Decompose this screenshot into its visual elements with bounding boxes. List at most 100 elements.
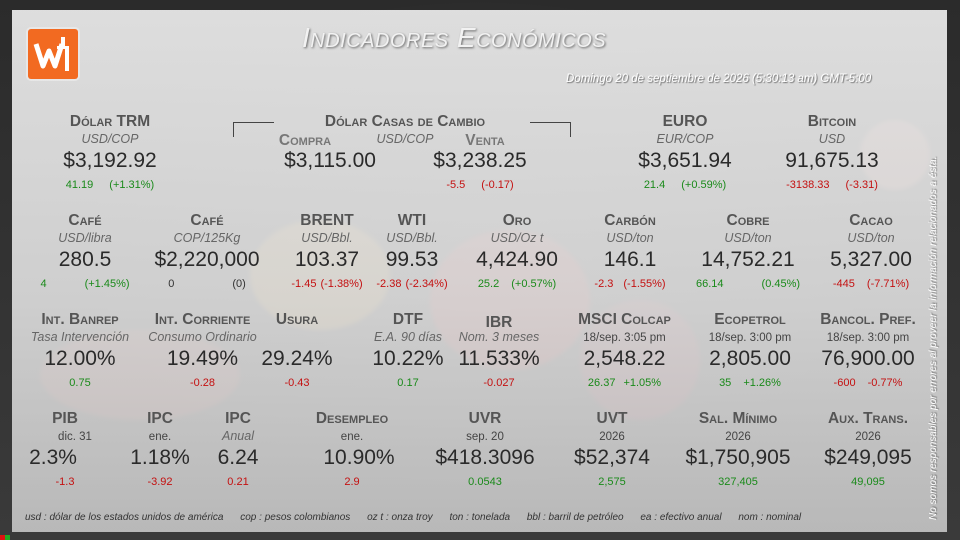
compra-value: $3,115.00 [284, 149, 376, 172]
indicator-change: 26.37 +1.05% [587, 377, 662, 389]
indicator-change: -1.3 [55, 476, 75, 488]
indicator-label: Int. Banrep [41, 311, 119, 328]
indicator-change: 327,405 [718, 476, 758, 488]
indicator-label: UVR [468, 410, 502, 427]
compra-label: Compra [278, 132, 332, 149]
indicator-value: 5,327.00 [830, 248, 912, 271]
indicator-value: 146.1 [603, 248, 657, 271]
brand-logo [28, 29, 78, 79]
indicator-value: 12.00% [44, 347, 116, 370]
indicator-label: WTI [397, 212, 427, 229]
venta-value: $3,238.25 [433, 149, 527, 172]
indicator-unit: 18/sep. 3:00 pm [708, 332, 792, 344]
indicator-value: 29.24% [261, 347, 333, 370]
indicator-label: Aux. Trans. [827, 410, 909, 427]
indicator-unit: COP/125Kg [173, 231, 241, 245]
indicator-change: 2,575 [598, 476, 626, 488]
indicator-label: Oro [502, 212, 532, 229]
indicator-value: 10.90% [323, 446, 395, 469]
footnote: oz t : onza troy [367, 512, 433, 523]
indicator-change: -3.92 [147, 476, 173, 488]
indicator-unit: 2026 [855, 431, 881, 443]
indicator-label: Int. Corriente [154, 311, 251, 328]
indicator-change: -445 (-7.71%) [832, 278, 910, 290]
indicator-value: 280.5 [58, 248, 112, 271]
indicator-label: Usura [275, 311, 319, 328]
indicator-value: 76,900.00 [821, 347, 915, 370]
indicator-value: 2,805.00 [709, 347, 791, 370]
bracket-right [530, 122, 571, 137]
indicator-change: 0.0543 [468, 476, 502, 488]
indicator-unit: ene. [148, 431, 172, 443]
indicator-unit: USD/ton [606, 231, 654, 245]
indicator-label: IPC [225, 410, 251, 427]
indicator-label: Dólar Casas de Cambio [324, 113, 486, 130]
indicator-label: Carbón [604, 212, 656, 229]
indicator-label: IBR [485, 314, 513, 331]
indicator-unit: dic. 31 [58, 431, 92, 443]
indicator-unit: 18/sep. 3:05 pm [583, 332, 666, 344]
venta-label: Venta [465, 132, 505, 149]
indicator-label: EURO [662, 113, 708, 130]
indicator-unit: E.A. 90 días [373, 330, 443, 344]
footnote: usd : dólar de los estados unidos de amé… [25, 512, 224, 523]
indicator-value: 2.3% [29, 446, 77, 469]
indicator-label: Desempleo [315, 410, 389, 427]
indicator-unit: USD/COP [81, 132, 139, 146]
indicator-unit: USD [818, 132, 846, 146]
indicator-label: Cacao [849, 212, 893, 229]
footnote: ton : tonelada [449, 512, 511, 523]
indicator-value: 11.533% [458, 347, 540, 370]
indicator-label: DTF [392, 311, 424, 328]
indicator-value: $3,651.94 [638, 149, 732, 172]
indicator-change: -1.45 (-1.38%) [291, 278, 363, 290]
indicator-unit: Consumo Ordinario [148, 330, 257, 344]
indicator-value: 2,548.22 [583, 347, 666, 370]
indicator-label: IPC [147, 410, 173, 427]
indicator-label: Ecopetrol [714, 311, 786, 328]
indicator-unit: USD/Bbl. [386, 231, 438, 245]
indicator-label: Cobre [726, 212, 770, 229]
footnote: ea : efectivo anual [640, 512, 722, 523]
page-title: Indicadores Económicos [302, 22, 607, 53]
indicator-label: BRENT [300, 212, 354, 229]
indicator-label: Bitcoin [807, 113, 857, 130]
indicator-change: 4 (+1.45%) [40, 278, 130, 290]
indicator-label: Sal. Mínimo [698, 410, 778, 427]
indicator-unit: USD/ton [724, 231, 772, 245]
indicator-change: 35 +1.26% [719, 377, 781, 389]
indicator-unit: 18/sep. 3:00 pm [826, 332, 910, 344]
indicator-value: 6.24 [217, 446, 259, 469]
indicator-unit: 2026 [725, 431, 751, 443]
indicator-value: 19.49% [166, 347, 239, 370]
footnote: bbl : barril de petróleo [526, 512, 624, 523]
indicator-value: $418.3096 [435, 446, 535, 469]
indicator-label: PIB [52, 410, 78, 427]
indicator-label: Bancol. Pref. [820, 311, 916, 328]
indicator-label: Café [68, 212, 102, 229]
indicator-label: MSCI Colcap [578, 311, 671, 328]
datetime-label: Domingo 20 de septiembre de 2026 (5:30:1… [566, 73, 872, 85]
venta-change: -5.5 (-0.17) [446, 179, 514, 191]
footnote: cop : pesos colombianos [240, 512, 351, 523]
indicator-change: 0 (0) [168, 278, 246, 290]
bracket-left [233, 122, 274, 137]
indicator-unit: EUR/COP [656, 132, 714, 146]
indicator-value: $52,374 [574, 446, 650, 469]
indicator-unit: USD/libra [58, 231, 112, 245]
indicator-unit: Nom. 3 meses [458, 330, 540, 344]
abbreviations-footer: usd : dólar de los estados unidos de amé… [25, 512, 815, 523]
indicator-change: 41.19 (+1.31%) [65, 179, 155, 191]
indicator-change: 49,095 [851, 476, 885, 488]
indicator-change: -2.3 (-1.55%) [594, 278, 666, 290]
indicator-value: 103.37 [294, 248, 360, 271]
indicator-change: -0.43 [284, 377, 310, 389]
indicator-unit: USD/ton [847, 231, 895, 245]
indicator-value: 99.53 [385, 248, 439, 271]
indicator-unit: ene. [340, 431, 364, 443]
indicator-label: UVT [596, 410, 628, 427]
indicator-value: 14,752.21 [701, 248, 795, 271]
flag-icon [0, 535, 10, 540]
indicator-change: 0.17 [397, 377, 419, 389]
